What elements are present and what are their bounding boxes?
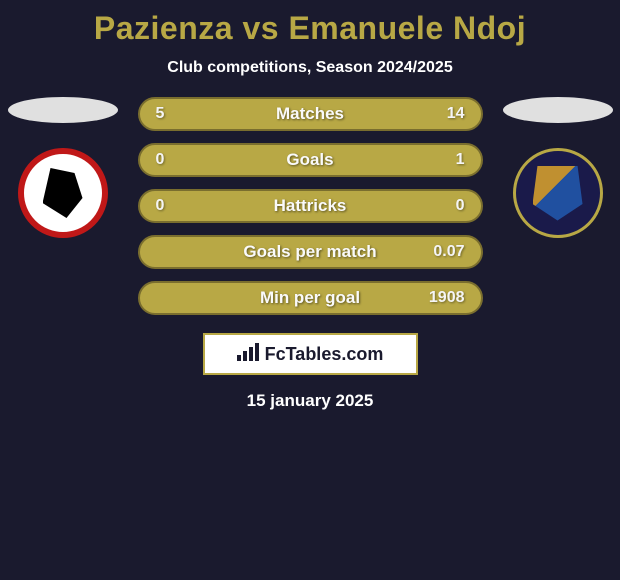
player-left-oval xyxy=(8,97,118,123)
brand-box[interactable]: FcTables.com xyxy=(203,333,418,375)
stat-label: Goals xyxy=(286,150,333,170)
stat-label: Min per goal xyxy=(260,288,360,308)
team-badge-right xyxy=(513,148,603,238)
stat-right-value: 1908 xyxy=(425,289,465,307)
brand-text: FcTables.com xyxy=(265,344,384,365)
stat-label: Matches xyxy=(276,104,344,124)
stat-left-value: 0 xyxy=(156,197,196,215)
stat-label: Hattricks xyxy=(274,196,347,216)
stat-left-value: 5 xyxy=(156,105,196,123)
stat-bar-hattricks: 0 Hattricks 0 xyxy=(138,189,483,223)
team-badge-left xyxy=(18,148,108,238)
stat-bar-matches: 5 Matches 14 xyxy=(138,97,483,131)
stat-right-value: 0.07 xyxy=(425,243,465,261)
stat-label: Goals per match xyxy=(243,242,376,262)
chart-icon xyxy=(237,343,259,366)
stat-bar-goals-per-match: Goals per match 0.07 xyxy=(138,235,483,269)
stat-right-value: 1 xyxy=(425,151,465,169)
stats-column: 5 Matches 14 0 Goals 1 0 Hattricks 0 Goa… xyxy=(138,97,483,315)
right-player-column xyxy=(498,97,618,238)
subtitle: Club competitions, Season 2024/2025 xyxy=(167,59,452,77)
date-text: 15 january 2025 xyxy=(247,391,374,411)
stat-bar-goals: 0 Goals 1 xyxy=(138,143,483,177)
stat-right-value: 14 xyxy=(425,105,465,123)
left-player-column xyxy=(3,97,123,238)
page-title: Pazienza vs Emanuele Ndoj xyxy=(94,10,526,47)
player-right-oval xyxy=(503,97,613,123)
stat-left-value: 0 xyxy=(156,151,196,169)
comparison-card: Pazienza vs Emanuele Ndoj Club competiti… xyxy=(0,0,620,421)
stat-bar-min-per-goal: Min per goal 1908 xyxy=(138,281,483,315)
stat-right-value: 0 xyxy=(425,197,465,215)
main-row: 5 Matches 14 0 Goals 1 0 Hattricks 0 Goa… xyxy=(0,97,620,315)
